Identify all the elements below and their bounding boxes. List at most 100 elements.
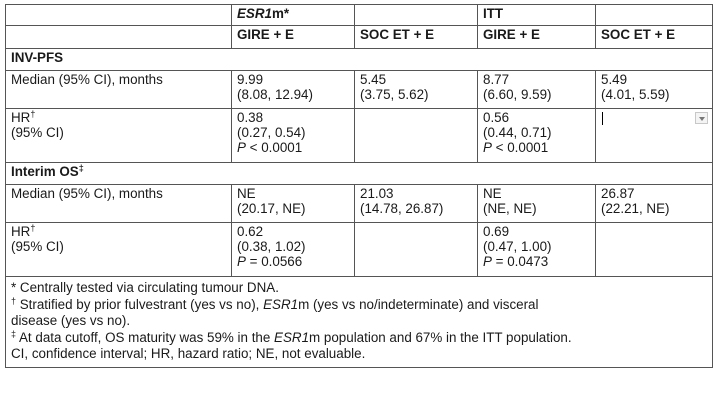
p-text: < 0.0001 xyxy=(245,140,303,155)
cell-pfs-hr-itt: 0.56 (0.44, 0.71) P < 0.0001 xyxy=(477,108,596,163)
footnote-4: CI, confidence interval; HR, hazard rati… xyxy=(11,346,366,362)
p-symbol: P xyxy=(483,140,492,155)
header-itt-gire: GIRE + E xyxy=(477,25,596,49)
cell-pfs-esr-soc: 5.45 (3.75, 5.62) xyxy=(354,70,478,109)
footnotes-row: * Centrally tested via circulating tumou… xyxy=(5,276,713,368)
header-esr1m: ESR1m* xyxy=(231,4,355,26)
cell-os-hr-itt-soc xyxy=(595,222,713,277)
cell-os-hr-esr-soc xyxy=(354,222,478,277)
value: 0.69 xyxy=(483,224,510,239)
chevron-down-icon[interactable] xyxy=(695,112,708,124)
header-empty-cell xyxy=(5,25,232,49)
cell-pfs-hr-esr: 0.38 (0.27, 0.54) P < 0.0001 xyxy=(231,108,355,163)
esr1-italic: ESR1 xyxy=(263,296,299,312)
hr-label: HR xyxy=(11,224,31,239)
ci: (NE, NE) xyxy=(483,201,537,216)
footnote-2-b: m (yes vs no/indeterminate) and visceral xyxy=(298,296,539,312)
cell-os-itt-soc: 26.87 (22.21, NE) xyxy=(595,184,713,223)
p-text: = 0.0566 xyxy=(245,254,303,269)
dagger-sup: † xyxy=(30,109,36,119)
ci: (0.44, 0.71) xyxy=(483,125,552,140)
row-label-median: Median (95% CI), months xyxy=(5,184,232,223)
value: 5.45 xyxy=(360,72,387,87)
dagger-sup: † xyxy=(11,295,17,306)
value: 26.87 xyxy=(601,186,635,201)
p-text: < 0.0001 xyxy=(491,140,549,155)
ci: (6.60, 9.59) xyxy=(483,87,552,102)
cell-pfs-esr-gire: 9.99 (8.08, 12.94) xyxy=(231,70,355,109)
section-title-inv-pfs: INV-PFS xyxy=(5,48,713,71)
table-row: Median (95% CI), months 9.99 (8.08, 12.94… xyxy=(5,70,713,109)
value: 8.77 xyxy=(483,72,510,87)
editable-cell-pfs-hr-itt-soc[interactable] xyxy=(595,108,713,163)
cell-pfs-itt-gire: 8.77 (6.60, 9.59) xyxy=(477,70,596,109)
value: NE xyxy=(237,186,256,201)
ci: (8.08, 12.94) xyxy=(237,87,313,102)
p-value: P = 0.0566 xyxy=(237,254,350,269)
p-symbol: P xyxy=(483,254,492,269)
ci: (0.38, 1.02) xyxy=(237,239,306,254)
footnotes: * Centrally tested via circulating tumou… xyxy=(5,276,713,368)
cell-os-hr-esr: 0.62 (0.38, 1.02) P = 0.0566 xyxy=(231,222,355,277)
table-row: HR† (95% CI) 0.38 (0.27, 0.54) P < 0.0001 0… xyxy=(5,108,713,163)
p-symbol: P xyxy=(237,254,246,269)
results-table-document: ESR1m* ITT GIRE + E SOC ET + E GIRE + E … xyxy=(5,4,713,368)
row-label-hr: HR† (95% CI) xyxy=(5,108,232,163)
value: 0.38 xyxy=(237,110,264,125)
cell-pfs-itt-soc: 5.49 (4.01, 5.59) xyxy=(595,70,713,109)
header-esr-soc: SOC ET + E xyxy=(354,25,478,49)
header-esr-gire: GIRE + E xyxy=(231,25,355,49)
p-value: P < 0.0001 xyxy=(483,140,591,155)
ci-label: (95% CI) xyxy=(11,239,64,254)
p-value: P < 0.0001 xyxy=(237,140,350,155)
cell-pfs-hr-esr-soc xyxy=(354,108,478,163)
header-row-populations: ESR1m* ITT xyxy=(5,4,713,26)
text-cursor xyxy=(602,112,603,125)
cell-os-itt-gire: NE (NE, NE) xyxy=(477,184,596,223)
footnote-3-b: m population and 67% in the ITT populati… xyxy=(309,329,572,345)
section-row-inv-pfs: INV-PFS xyxy=(5,48,713,71)
ci: (4.01, 5.59) xyxy=(601,87,670,102)
cell-os-esr-gire: NE (20.17, NE) xyxy=(231,184,355,223)
header-row-arms: GIRE + E SOC ET + E GIRE + E SOC ET + E xyxy=(5,25,713,49)
footnote-1: * Centrally tested via circulating tumou… xyxy=(11,280,279,295)
header-empty-cell xyxy=(595,4,713,26)
table-row: Median (95% CI), months NE (20.17, NE) 21… xyxy=(5,184,713,223)
footnote-2-cont: disease (yes vs no). xyxy=(11,313,131,329)
row-label-hr: HR† (95% CI) xyxy=(5,222,232,277)
ci-label: (95% CI) xyxy=(11,125,64,140)
footnote-3-a: At data cutoff, OS maturity was 59% in t… xyxy=(16,329,275,345)
ci: (20.17, NE) xyxy=(237,201,306,216)
header-empty-cell xyxy=(354,4,478,26)
p-symbol: P xyxy=(237,140,246,155)
esr1m-suffix: m* xyxy=(271,6,290,21)
double-dagger-sup: ‡ xyxy=(11,328,17,339)
ci: (0.27, 0.54) xyxy=(237,125,306,140)
double-dagger-sup: ‡ xyxy=(78,163,84,173)
header-itt-soc: SOC ET + E xyxy=(595,25,713,49)
section-title-interim-os: Interim OS‡ xyxy=(5,162,713,185)
ci: (22.21, NE) xyxy=(601,201,670,216)
value: 5.49 xyxy=(601,72,628,87)
hr-label: HR xyxy=(11,110,31,125)
ci: (0.47, 1.00) xyxy=(483,239,552,254)
results-table: ESR1m* ITT GIRE + E SOC ET + E GIRE + E … xyxy=(5,4,713,368)
value: 0.62 xyxy=(237,224,264,239)
section-row-interim-os: Interim OS‡ xyxy=(5,162,713,185)
footnote-3: ‡ At data cutoff, OS maturity was 59% in… xyxy=(11,328,707,347)
value: 9.99 xyxy=(237,72,264,87)
ci: (14.78, 26.87) xyxy=(360,201,444,216)
p-text: = 0.0473 xyxy=(491,254,549,269)
footnote-2: † Stratified by prior fulvestrant (yes v… xyxy=(11,295,707,314)
esr1-italic: ESR1 xyxy=(274,329,310,345)
value: 0.56 xyxy=(483,110,510,125)
ci: (3.75, 5.62) xyxy=(360,87,429,102)
p-value: P = 0.0473 xyxy=(483,254,591,269)
footnote-2-a: Stratified by prior fulvestrant (yes vs … xyxy=(16,296,264,312)
dagger-sup: † xyxy=(30,223,36,233)
cell-os-hr-itt: 0.69 (0.47, 1.00) P = 0.0473 xyxy=(477,222,596,277)
row-label-median: Median (95% CI), months xyxy=(5,70,232,109)
cell-os-esr-soc: 21.03 (14.78, 26.87) xyxy=(354,184,478,223)
header-empty-cell xyxy=(5,4,232,26)
value: NE xyxy=(483,186,502,201)
